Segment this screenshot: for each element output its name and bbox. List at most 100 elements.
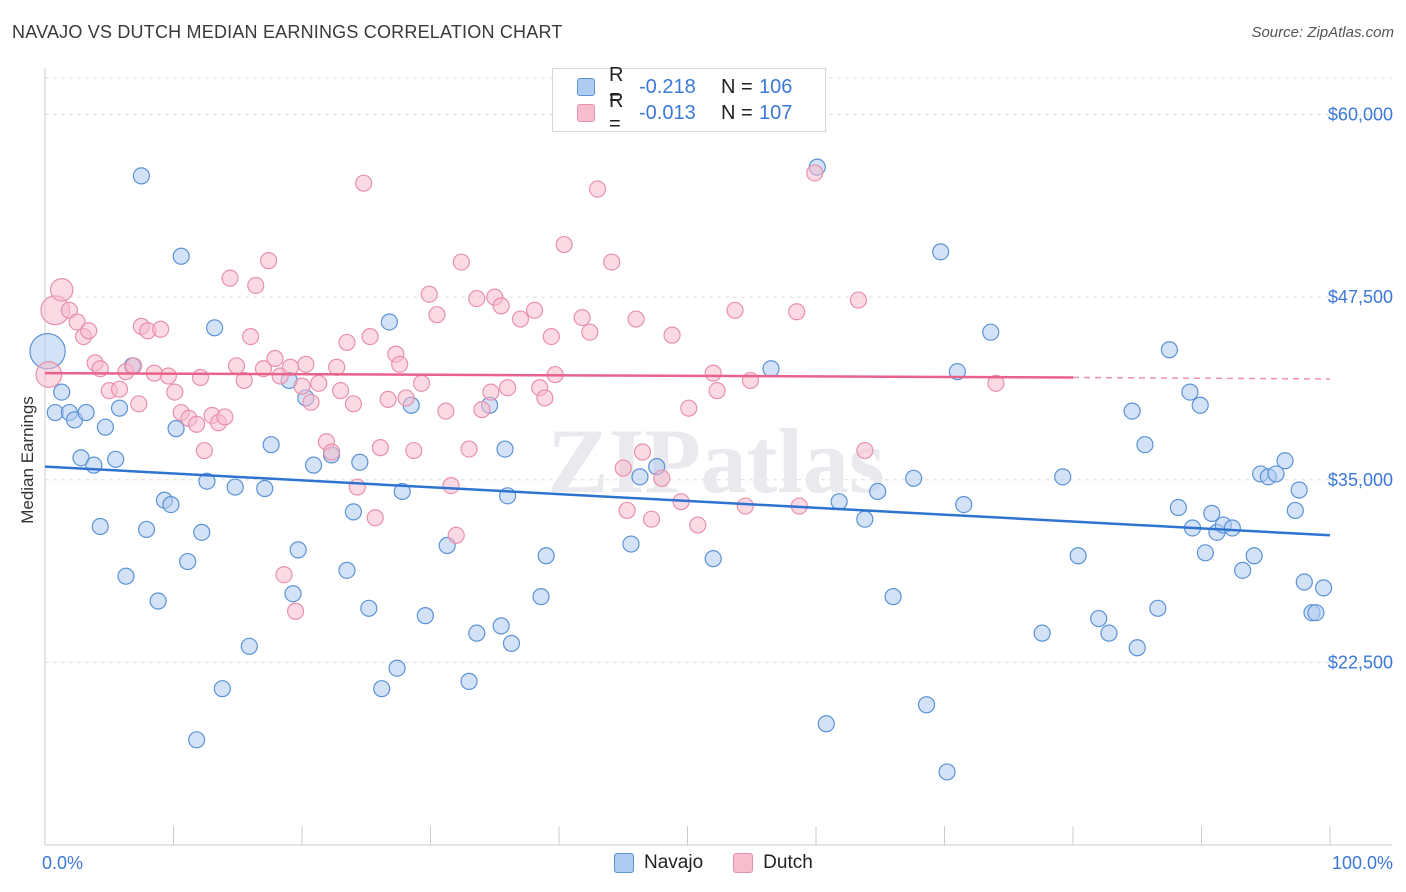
legend-row-navajo: R = -0.218 N = 106: [577, 64, 792, 109]
dutch-point: [704, 364, 722, 382]
dutch-point: [235, 371, 253, 390]
navajo-point: [262, 436, 280, 454]
navajo-point: [91, 517, 109, 536]
dutch-r-value: -0.013: [639, 101, 696, 124]
navajo-point: [917, 696, 936, 714]
dutch-point: [460, 440, 478, 458]
navajo-point: [1234, 561, 1252, 579]
dutch-point: [310, 374, 328, 392]
navajo-point: [96, 418, 114, 436]
navajo-point: [948, 363, 966, 381]
navajo-point: [198, 472, 216, 490]
navajo-point: [1169, 498, 1187, 517]
navajo-trend-line: [44, 465, 1331, 537]
legend-item-dutch[interactable]: Dutch: [733, 852, 813, 874]
dutch-point: [275, 566, 293, 584]
navajo-point: [762, 360, 780, 378]
navajo-point: [137, 520, 156, 539]
dutch-point: [371, 439, 389, 457]
y-tick-label: $47,500: [1328, 287, 1393, 307]
navajo-point: [955, 495, 973, 514]
dutch-point: [405, 441, 423, 460]
navajo-point: [416, 607, 434, 625]
dutch-point: [447, 526, 465, 544]
dutch-point: [331, 382, 350, 400]
navajo-point: [289, 541, 307, 559]
dutch-trend-extension: [1072, 376, 1331, 380]
dutch-point: [338, 333, 356, 352]
navajo-point: [72, 449, 90, 467]
dutch-point: [286, 602, 305, 620]
navajo-point: [1314, 579, 1333, 597]
navajo-point: [830, 493, 848, 511]
y-axis-label: Median Earnings: [18, 396, 37, 524]
dutch-r-label: R =: [609, 90, 624, 135]
dutch-point: [152, 320, 170, 338]
navajo-point: [256, 479, 274, 498]
watermark: ZIPatlas: [547, 410, 884, 512]
navajo-r-label: R =: [609, 64, 624, 109]
navajo-point: [304, 456, 323, 474]
dutch-point: [525, 301, 544, 319]
navajo-point: [468, 624, 486, 642]
navajo-point: [1290, 481, 1308, 499]
dutch-point: [348, 478, 366, 496]
dutch-point: [391, 355, 409, 373]
dutch-point: [736, 497, 754, 515]
dutch-point: [442, 477, 460, 495]
dutch-point: [856, 441, 874, 460]
y-tick-label: $35,000: [1328, 470, 1393, 490]
dutch-point: [297, 355, 315, 373]
navajo-point: [117, 567, 135, 585]
dutch-point: [110, 380, 129, 398]
dutch-swatch: [577, 104, 595, 122]
dutch-point: [259, 252, 278, 270]
navajo-n-label: N =: [721, 75, 753, 98]
dutch-point: [397, 389, 415, 407]
navajo-point: [193, 523, 211, 541]
dutch-point: [726, 301, 744, 319]
navajo-point: [149, 592, 167, 610]
stats-legend: R = -0.218 N = 106 R = -0.013 N = 107: [552, 64, 826, 135]
navajo-point: [496, 440, 514, 458]
navajo-point: [938, 763, 956, 781]
dutch-point: [49, 278, 74, 302]
navajo-point: [1128, 639, 1146, 657]
dutch-point: [542, 327, 560, 346]
legend-item-navajo[interactable]: Navajo: [614, 852, 703, 874]
dutch-point: [188, 415, 206, 433]
dutch-point: [573, 308, 591, 327]
dutch-point: [614, 459, 632, 477]
dutch-point: [603, 253, 621, 271]
dutch-point: [247, 276, 265, 295]
navajo-point: [1181, 383, 1199, 401]
x-tick-label-max: 100.0%: [1332, 853, 1393, 873]
dutch-point: [680, 399, 698, 417]
dutch-point: [35, 361, 63, 388]
dutch-point: [366, 509, 384, 527]
dutch-point: [555, 235, 573, 254]
navajo-point: [240, 637, 258, 655]
dutch-point: [195, 441, 213, 460]
navajo-point: [532, 588, 550, 606]
navajo-point: [817, 715, 835, 733]
navajo-point: [1196, 544, 1214, 562]
dutch-point: [849, 291, 868, 309]
navajo-point: [162, 495, 180, 514]
dutch-point: [221, 269, 239, 287]
dutch-point: [741, 371, 760, 390]
dutch-point: [437, 402, 455, 420]
navajo-point: [167, 420, 185, 438]
dutch-point: [254, 360, 273, 378]
navajo-point: [1100, 624, 1118, 642]
chart-title: NAVAJO VS DUTCH MEDIAN EARNINGS CORRELAT…: [12, 22, 563, 42]
navajo-point: [206, 319, 224, 337]
dutch-point: [499, 379, 517, 397]
dutch-point: [216, 408, 234, 426]
dutch-point: [328, 358, 346, 376]
dutch-point: [468, 290, 486, 308]
navajo-point: [905, 469, 923, 487]
navajo-swatch: [577, 78, 595, 96]
navajo-legend-swatch: [614, 853, 634, 873]
